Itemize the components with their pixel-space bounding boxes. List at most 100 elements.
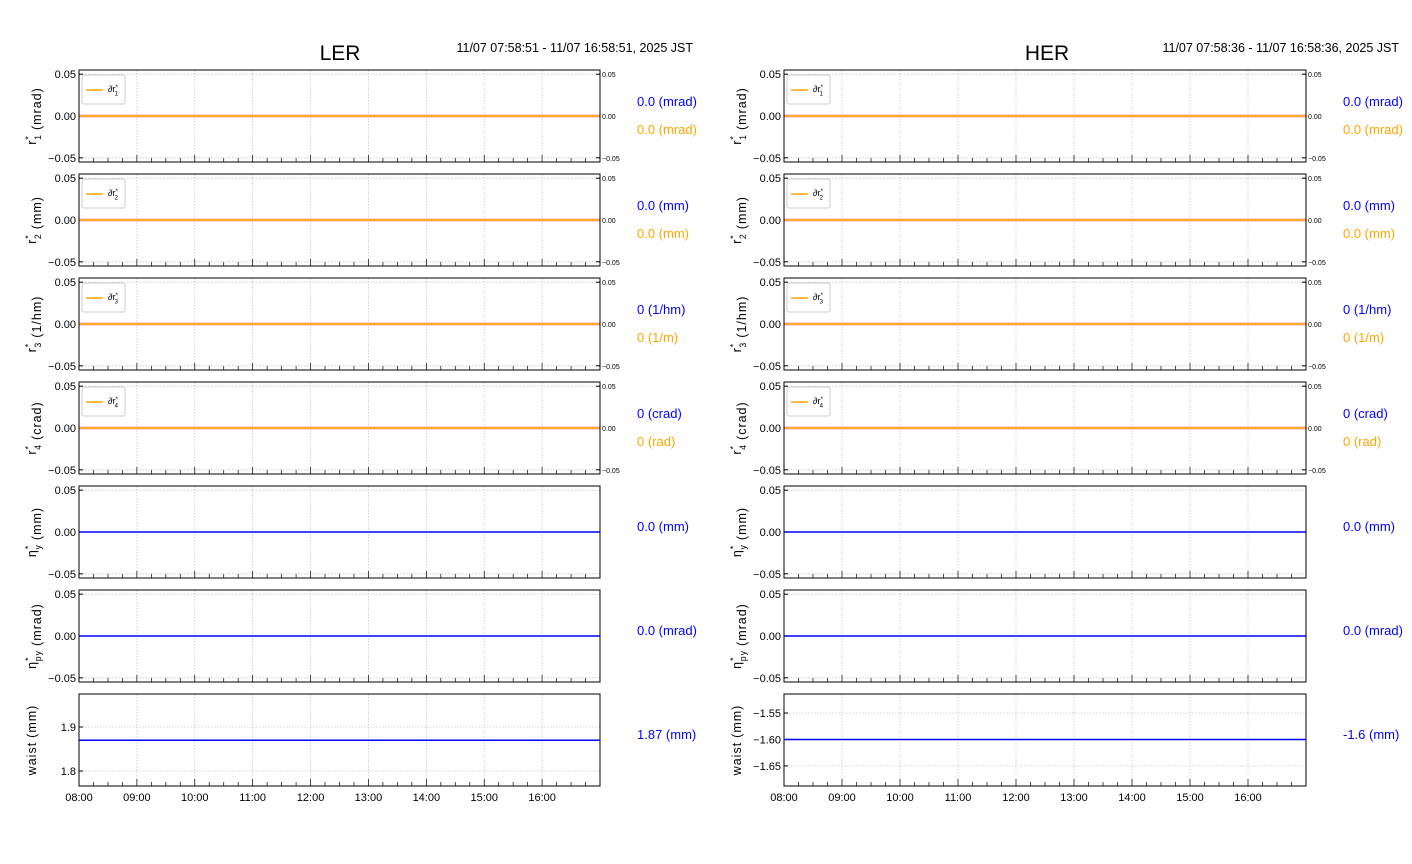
legend: ∂r* 2 (81, 178, 126, 209)
label-base: ∂r (108, 84, 115, 94)
label-sup: * (729, 343, 739, 347)
plot-frame (783, 589, 1307, 683)
readout-value: 0.0 (mrad) (1343, 94, 1403, 109)
y-tick-label: −0.05 (753, 257, 781, 269)
plot-frame (78, 277, 601, 371)
y-tick-label: 0.05 (760, 69, 781, 81)
legend-label: ∂r* 3 (813, 292, 823, 306)
right-y-tick-label: 0.00 (1308, 114, 1322, 121)
x-tick-label: 13:00 (355, 792, 383, 804)
right-y-tick-label: −0.05 (1308, 260, 1326, 267)
label-sub: 3 (114, 299, 118, 306)
right-y-tick-label: 0.05 (1308, 384, 1322, 391)
legend: ∂r* 1 (786, 74, 831, 105)
her-chart: HER 11/07 07:58:36 - 11/07 16:58:36, 2025… (729, 41, 1403, 804)
label-base: ∂r (108, 396, 115, 406)
panel-5: 0.05 0.00 −0.05 η*y (mm) 0.0 (mm) (729, 485, 1395, 581)
panel-2: 0.050.00−0.050.050.00−0.05∂r* 2r*2(mm) 0.0… (24, 173, 689, 269)
y-tick-label: −0.05 (753, 569, 781, 581)
readout-value: 0.0 (mm) (1343, 198, 1395, 213)
label-sup: * (729, 545, 739, 549)
x-tick-label: 12:00 (297, 792, 325, 804)
y-axis-label: r*4 (crad) (729, 401, 749, 454)
readout-value: 0 (crad) (1343, 406, 1388, 421)
x-tick-label: 09:00 (828, 792, 856, 804)
legend-box (81, 74, 126, 105)
y-tick-label: 0.00 (55, 527, 76, 539)
y-tick-label: 0.00 (55, 631, 76, 643)
label-unit: (mm) (730, 705, 744, 738)
legend-box (786, 178, 831, 209)
legend-label: ∂r* 3 (108, 292, 118, 306)
plot-frame (78, 485, 601, 579)
y-tick-label: 0.05 (760, 589, 781, 601)
y-tick-label: 0.00 (760, 527, 781, 539)
label-sub: 2 (738, 233, 748, 239)
plot-frame (78, 693, 601, 787)
x-tick-label: 12:00 (1002, 792, 1030, 804)
label-base: η (25, 549, 39, 557)
label-unit: (crad) (735, 401, 749, 440)
legend-label: ∂r* 4 (108, 396, 118, 410)
x-tick-label: 09:00 (123, 792, 151, 804)
label-unit: (1/hm) (30, 296, 44, 338)
label-sup: * (729, 234, 739, 238)
right-y-tick-label: 0.00 (602, 218, 616, 225)
y-tick-label: −0.05 (48, 673, 76, 685)
x-tick-label: 16:00 (1234, 792, 1262, 804)
readout-value: 0.0 (mrad) (1343, 122, 1403, 137)
plot-frame (783, 173, 1307, 267)
readout-value: 0 (rad) (637, 434, 675, 449)
y-tick-label: 0.05 (760, 277, 781, 289)
label-sup: * (820, 292, 823, 299)
label-sub: y (738, 544, 748, 549)
legend-box (786, 74, 831, 105)
legend-box (786, 282, 831, 313)
label-sub: 2 (114, 195, 118, 202)
x-tick-label: 08:00 (65, 792, 93, 804)
y-tick-label: 0.05 (55, 173, 76, 185)
legend: ∂r* 3 (81, 282, 126, 313)
legend-label: ∂r* 2 (813, 188, 823, 202)
label-unit: (mm) (735, 196, 749, 229)
label-base: waist (25, 742, 39, 776)
readout-value: 0.0 (mrad) (637, 94, 697, 109)
panel-4: 0.050.00−0.050.050.00−0.05∂r* 4r*4(crad) 0… (729, 381, 1388, 477)
x-tick-label: 15:00 (470, 792, 498, 804)
label-base: r (730, 239, 744, 244)
y-axis-label: r*2 (mm) (24, 196, 44, 244)
legend-box (786, 386, 831, 417)
label-sup: * (729, 445, 739, 449)
y-tick-label: −1.65 (753, 761, 781, 773)
readout-value: -1.6 (mm) (1343, 727, 1399, 742)
panel-7: 1.9 1.8 waist (mm) 1.87 (mm) 08:00 09:00 10:00 1… (25, 693, 696, 804)
y-axis-label: r*2 (mm) (729, 196, 749, 244)
label-sup: * (24, 545, 34, 549)
right-y-tick-label: 0.05 (602, 176, 616, 183)
label-base: r (25, 347, 39, 352)
label-sup: * (115, 292, 118, 299)
label-base: ∂r (108, 292, 115, 302)
x-tick-label: 14:00 (1118, 792, 1146, 804)
label-sub: 1 (819, 91, 823, 98)
y-tick-label: −0.05 (48, 153, 76, 165)
label-sub: 2 (819, 195, 823, 202)
label-sub: 3 (33, 342, 43, 348)
label-sup: * (24, 656, 34, 660)
panel-2: 0.050.00−0.050.050.00−0.05∂r* 2r*2(mm) 0.0… (729, 173, 1395, 269)
legend: ∂r* 3 (786, 282, 831, 313)
x-tick-label: 08:00 (770, 792, 798, 804)
y-axis-label: η*y (mm) (729, 507, 749, 557)
label-base: ∂r (108, 188, 115, 198)
readout-value: 0.0 (mm) (1343, 226, 1395, 241)
legend-box (81, 282, 126, 313)
y-tick-label: 0.05 (760, 381, 781, 393)
legend: ∂r* 1 (81, 74, 126, 105)
readout-value: 1.87 (mm) (637, 727, 696, 742)
label-sup: * (820, 396, 823, 403)
right-y-tick-label: 0.00 (602, 114, 616, 121)
plot-frame (78, 589, 601, 683)
right-y-tick-label: 0.05 (602, 280, 616, 287)
legend: ∂r* 4 (81, 386, 126, 417)
